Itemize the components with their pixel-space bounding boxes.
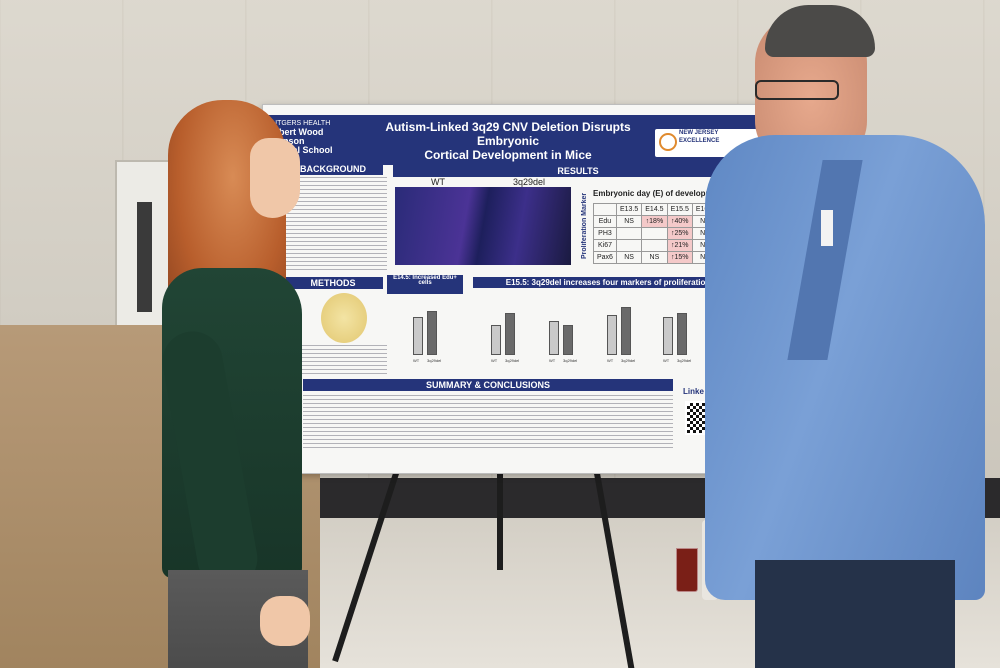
e155-heading: E15.5: 3q29del increases four markers of… [473,277,743,288]
partner-logo-text: NEW JERSEY [679,130,719,136]
del-label: 3q29del [513,177,546,187]
bar-label-del: 3q29del [677,358,692,363]
summary-text [303,395,673,451]
table-cell: ↑21% [666,239,693,252]
table-row: PH3↑25%NS [593,227,719,240]
bar-label-del: 3q29del [563,358,578,363]
proliferation-table: E13.5E14.5E15.5E16.5EduNS↑18%↑40%NSPH3↑2… [593,203,719,264]
man-visitor [695,0,1000,668]
table-cell [615,239,643,252]
easel-leg-center [497,460,503,570]
table-cell [641,227,668,240]
research-poster: RUTGERS HEALTH Robert Wood Johnson Medic… [262,104,774,474]
poster-title-line-1: Autism-Linked 3q29 CNV Deletion Disrupts… [385,120,631,148]
bar-label-wt: WT [491,358,498,363]
linkedin-label: Linke [683,387,704,396]
poster-title-line-2: Cortical Development in Mice [424,148,592,162]
woman-face [250,138,300,218]
table-cell: Ki67 [593,239,617,252]
bar-label-wt: WT [549,358,556,363]
methods-figure [321,293,367,343]
table-header-cell: E13.5 [615,203,643,216]
bar-label-wt: WT [413,358,420,363]
methods-heading: METHODS [283,277,383,289]
bar-label-wt: WT [663,358,670,363]
cup [676,548,698,592]
bar-del [677,313,687,355]
table-header-cell: E14.5 [641,203,668,216]
bar-del [621,307,631,355]
institution-small-label: RUTGERS HEALTH [267,120,331,127]
bar-label-del: 3q29del [621,358,636,363]
background-text [283,177,387,273]
bar-label-wt: WT [607,358,614,363]
glasses-icon [755,80,839,100]
table-cell [641,239,668,252]
poster-banner: RUTGERS HEALTH Robert Wood Johnson Medic… [263,115,773,165]
bar-wt [491,325,501,355]
table-header-cell [593,203,617,216]
bar-label-del: 3q29del [427,358,442,363]
man-pants [755,560,955,668]
poster-title: Autism-Linked 3q29 CNV Deletion Disrupts… [363,120,653,162]
table-cell: NS [615,251,643,264]
table-cell: PH3 [593,227,617,240]
e145-heading: E14.5: Increased Edu+ cells [387,275,463,294]
table-cell: Edu [593,215,617,228]
background-heading: BACKGROUND [283,163,383,175]
table-cell: ↑40% [666,215,693,228]
bar-del [563,325,573,355]
partner-logo-text-2: EXCELLENCE [679,138,720,144]
table-cell: ↑25% [666,227,693,240]
bar-del [505,313,515,355]
bar-charts: WT 3q29del WT 3q29del WT 3q29del WT 3q29del WT 3q… [393,303,693,365]
bar-wt [607,315,617,355]
embryonic-day-header: Embryonic day (E) of development [593,189,725,198]
door-window [137,202,152,312]
table-cell: ↑15% [666,251,693,264]
table-header-cell: E15.5 [666,203,693,216]
table-cell [615,227,643,240]
name-badge [821,210,833,246]
table-cell: NS [641,251,668,264]
table-cell: Pax6 [593,251,617,264]
bar-wt [413,317,423,355]
man-hair [765,5,875,57]
table-cell: NS [615,215,643,228]
bar-wt [549,321,559,355]
woman-presenter [150,100,350,668]
institution-name-2: Medical School [267,145,333,155]
bar-del [427,311,437,355]
micrograph-image [395,187,571,265]
bar-wt [663,317,673,355]
partner-seal-icon [659,133,677,151]
results-heading: RESULTS [393,165,763,177]
summary-heading: SUMMARY & CONCLUSIONS [303,379,673,391]
wt-label: WT [431,177,445,187]
table-cell: ↑18% [641,215,668,228]
proliferation-marker-label: Proliferation Marker [581,192,588,260]
bar-label-del: 3q29del [505,358,520,363]
woman-hand [260,596,310,646]
